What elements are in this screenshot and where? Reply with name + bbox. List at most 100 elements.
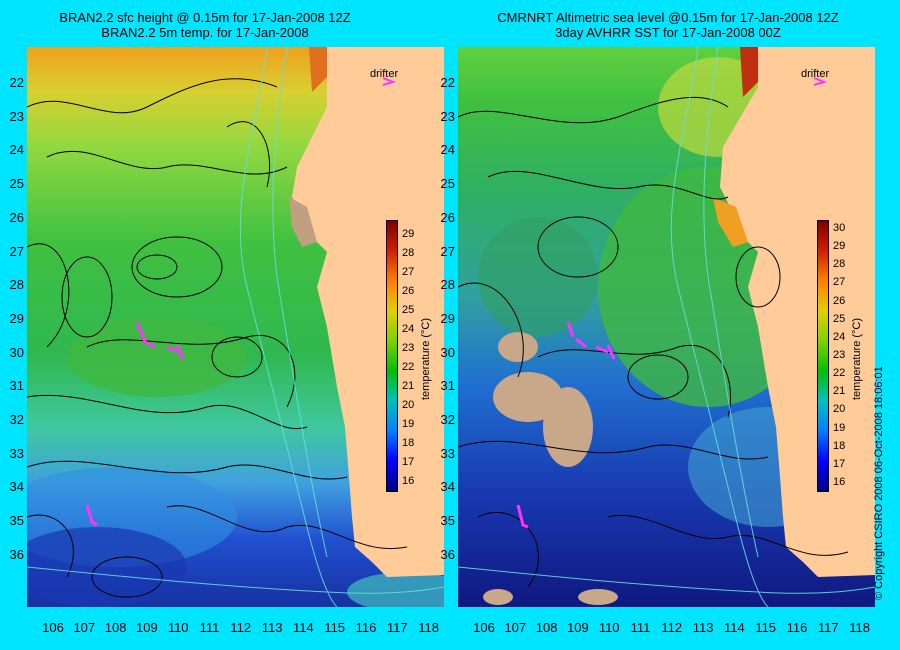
longitude-tick: 117 bbox=[386, 620, 408, 635]
right-colorbar bbox=[817, 220, 829, 492]
right-title: CMRNRT Altimetric sea level @0.15m for 1… bbox=[458, 10, 878, 40]
right-patch bbox=[478, 217, 598, 337]
latitude-tick: 33 bbox=[440, 445, 455, 461]
longitude-tick: 116 bbox=[355, 620, 377, 635]
left-drifter-label: drifter bbox=[370, 68, 399, 80]
colorbar-tick: 26 bbox=[402, 285, 415, 298]
right-colorbar-label: temperature (°C) bbox=[851, 317, 863, 400]
right-map bbox=[458, 47, 875, 607]
colorbar-tick: 19 bbox=[402, 418, 415, 431]
longitude-tick: 111 bbox=[630, 620, 651, 635]
colorbar-tick: 23 bbox=[833, 349, 846, 361]
left-patch bbox=[27, 527, 187, 607]
colorbar-tick: 21 bbox=[833, 385, 846, 398]
right-island bbox=[713, 197, 748, 247]
latitude-tick: 31 bbox=[440, 378, 455, 394]
left-land-warm bbox=[309, 47, 327, 92]
latitude-tick: 32 bbox=[440, 412, 455, 427]
latitude-tick: 24 bbox=[440, 142, 455, 158]
colorbar-tick: 29 bbox=[402, 228, 415, 241]
left-title-line1: BRAN2.2 sfc height @ 0.15m for 17-Jan-20… bbox=[59, 10, 351, 25]
colorbar-tick: 17 bbox=[402, 456, 415, 469]
latitude-tick: 27 bbox=[9, 243, 24, 259]
right-drifter-tracks bbox=[516, 321, 616, 529]
colorbar-tick: 22 bbox=[402, 361, 415, 374]
longitude-tick: 113 bbox=[261, 620, 283, 635]
right-title-line1: CMRNRT Altimetric sea level @0.15m for 1… bbox=[497, 10, 839, 25]
left-colorbar-label: temperature (°C) bbox=[420, 317, 432, 400]
colorbar-tick: 18 bbox=[833, 439, 846, 452]
longitude-tick: 118 bbox=[849, 620, 870, 635]
latitude-tick: 26 bbox=[440, 209, 455, 225]
colorbar-tick: 29 bbox=[833, 240, 846, 253]
colorbar-tick: 25 bbox=[833, 312, 846, 325]
latitude-tick: 23 bbox=[440, 108, 455, 124]
longitude-tick: 109 bbox=[136, 620, 158, 635]
latitude-tick: 32 bbox=[9, 412, 24, 427]
left-map bbox=[27, 47, 444, 607]
latitude-tick: 24 bbox=[9, 142, 24, 158]
latitude-tick: 27 bbox=[440, 243, 455, 259]
right-land-warm bbox=[740, 47, 758, 97]
colorbar-tick: 21 bbox=[402, 380, 415, 393]
colorbar-tick: 27 bbox=[833, 276, 846, 289]
colorbar-tick: 18 bbox=[402, 437, 415, 450]
latitude-tick: 25 bbox=[9, 176, 24, 192]
left-land bbox=[292, 47, 444, 577]
longitude-tick: 110 bbox=[598, 620, 620, 635]
right-cloud-mask bbox=[483, 332, 618, 605]
latitude-tick: 22 bbox=[440, 75, 455, 90]
latitude-tick: 33 bbox=[9, 445, 24, 461]
latitude-tick: 34 bbox=[440, 479, 455, 495]
colorbar-tick: 16 bbox=[833, 475, 846, 488]
right-land bbox=[720, 47, 875, 577]
latitude-tick: 28 bbox=[440, 277, 455, 293]
copyright-notice: © Copyright CSIRO 2008 06-Oct-2008 18:06… bbox=[873, 366, 885, 600]
colorbar-tick: 17 bbox=[833, 457, 846, 470]
latitude-tick: 35 bbox=[9, 513, 24, 529]
longitude-tick: 108 bbox=[104, 620, 127, 635]
colorbar-tick: 22 bbox=[833, 367, 846, 380]
latitude-tick: 36 bbox=[440, 546, 455, 562]
latitude-tick: 31 bbox=[9, 378, 24, 394]
latitude-tick: 25 bbox=[440, 176, 455, 192]
latitude-tick: 30 bbox=[440, 344, 455, 360]
colorbar-tick: 28 bbox=[833, 258, 846, 271]
longitude-tick: 117 bbox=[817, 620, 839, 635]
latitude-tick: 30 bbox=[9, 344, 24, 360]
latitude-tick: 29 bbox=[440, 310, 455, 326]
longitude-tick: 108 bbox=[535, 620, 558, 635]
colorbar-tick: 28 bbox=[402, 247, 415, 260]
colorbar-tick: 24 bbox=[833, 330, 846, 343]
colorbar-tick: 30 bbox=[833, 222, 846, 235]
colorbar-tick: 25 bbox=[402, 304, 415, 317]
longitude-tick: 107 bbox=[504, 620, 527, 635]
left-colorbar bbox=[386, 220, 398, 492]
left-map-svg bbox=[27, 47, 444, 607]
latitude-tick: 36 bbox=[9, 546, 24, 562]
right-map-svg bbox=[458, 47, 875, 607]
colorbar-tick: 27 bbox=[402, 266, 415, 279]
left-patch bbox=[67, 317, 247, 397]
longitude-tick: 106 bbox=[42, 620, 64, 635]
colorbar-tick: 20 bbox=[402, 399, 415, 412]
right-title-line2: 3day AVHRR SST for 17-Jan-2008 00Z bbox=[555, 25, 781, 40]
right-bathymetry bbox=[458, 47, 875, 607]
right-drifter-label: drifter bbox=[801, 68, 830, 80]
colorbar-tick: 23 bbox=[402, 342, 415, 355]
longitude-tick: 114 bbox=[293, 620, 314, 635]
left-title-line2: BRAN2.2 5m temp. for 17-Jan-2008 bbox=[101, 25, 309, 40]
latitude-tick: 22 bbox=[9, 75, 24, 90]
colorbar-tick: 24 bbox=[402, 323, 415, 336]
longitude-tick: 112 bbox=[230, 620, 252, 635]
longitude-tick: 110 bbox=[167, 620, 189, 635]
colorbar-tick: 26 bbox=[833, 294, 846, 307]
left-bathymetry bbox=[27, 47, 444, 607]
colorbar-tick: 20 bbox=[833, 403, 846, 416]
latitude-tick: 28 bbox=[9, 277, 24, 293]
longitude-tick: 115 bbox=[324, 620, 346, 635]
longitude-tick: 118 bbox=[418, 620, 439, 635]
right-contours bbox=[458, 96, 849, 588]
left-title: BRAN2.2 sfc height @ 0.15m for 17-Jan-20… bbox=[40, 10, 370, 40]
left-patch bbox=[347, 572, 444, 607]
